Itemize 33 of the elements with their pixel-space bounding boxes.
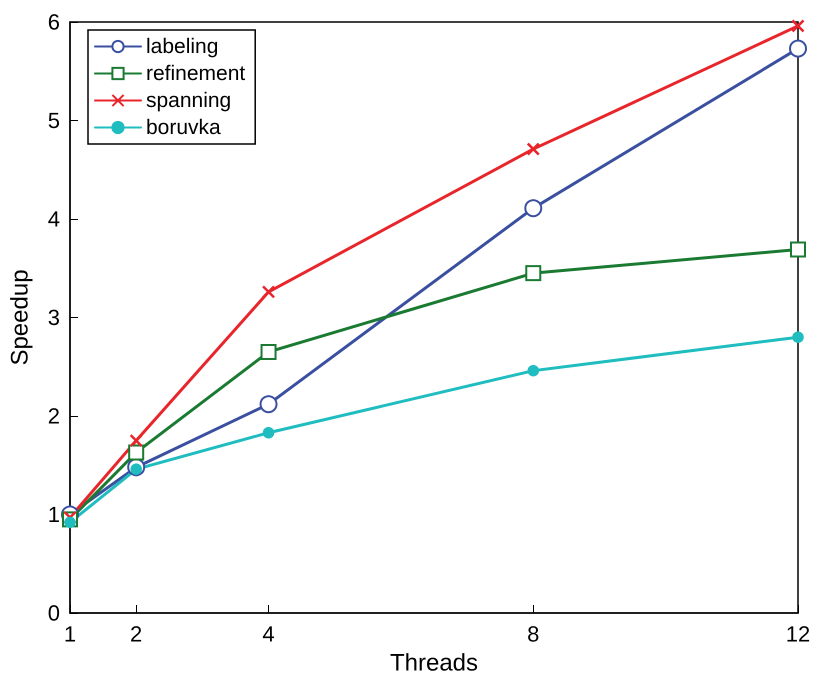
- point: [526, 142, 540, 156]
- point: [791, 19, 805, 33]
- point: [524, 199, 542, 218]
- point: [262, 426, 274, 438]
- y-tick-label: 2: [48, 404, 60, 428]
- point: [128, 444, 144, 460]
- legend-label: spanning: [146, 89, 232, 112]
- y-axis-title: Speedup: [6, 269, 34, 366]
- x-tick-label: 4: [262, 622, 275, 646]
- point: [63, 510, 77, 524]
- x-axis-title: Threads: [390, 650, 478, 676]
- point: [260, 344, 277, 360]
- y-tick-label: 5: [48, 108, 60, 133]
- point: [789, 40, 807, 58]
- y-tick-label: 6: [48, 10, 60, 34]
- point: [129, 434, 143, 448]
- y-tick-label: 1: [48, 502, 60, 527]
- x-tick-label: 2: [130, 622, 142, 646]
- x-tick-label: 1: [64, 622, 76, 646]
- legend-label: boruvka: [146, 116, 222, 139]
- y-tick-label: 0: [48, 600, 60, 626]
- y-tick-label: 3: [48, 305, 60, 330]
- point: [790, 242, 806, 258]
- point: [525, 265, 542, 282]
- x-tick-label: 12: [786, 622, 810, 646]
- point: [792, 331, 804, 343]
- legend-label: refinement: [146, 62, 246, 85]
- y-tick-label: 4: [48, 206, 60, 232]
- x-tick-label: 8: [527, 622, 540, 646]
- legend-label: labeling: [146, 35, 218, 58]
- point: [262, 285, 276, 299]
- point: [260, 395, 278, 414]
- point: [528, 364, 540, 376]
